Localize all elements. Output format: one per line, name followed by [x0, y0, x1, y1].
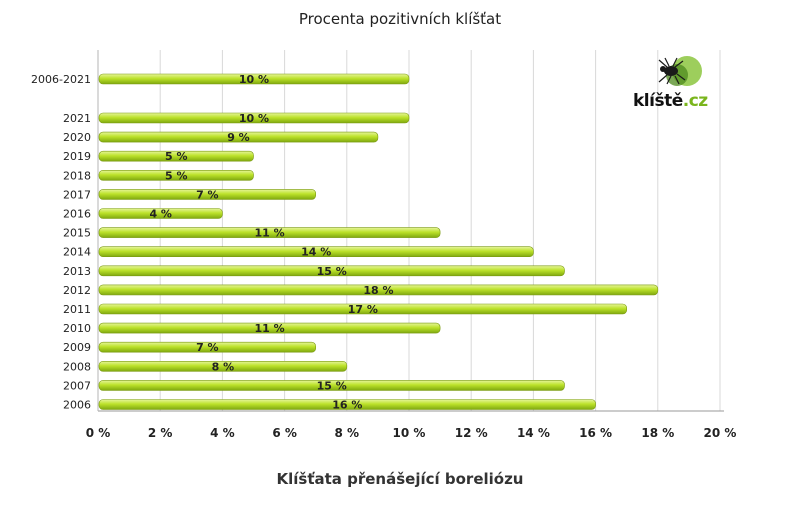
category-label: 2021 — [63, 112, 91, 125]
bar-value-label: 11 % — [254, 227, 284, 240]
bar-value-label: 15 % — [317, 379, 347, 392]
category-label: 2017 — [63, 188, 91, 201]
x-tick-label: 18 % — [641, 426, 674, 440]
x-tick-label: 20 % — [704, 426, 737, 440]
logo-suffix: .cz — [682, 91, 708, 111]
x-tick-label: 10 % — [393, 426, 426, 440]
bar-value-label: 14 % — [301, 246, 331, 259]
x-tick-label: 0 % — [86, 426, 111, 440]
kliste-logo: klíště.cz — [627, 55, 717, 113]
bar-value-label: 11 % — [254, 322, 284, 335]
category-label: 2015 — [63, 227, 91, 240]
category-label: 2016 — [63, 208, 91, 221]
chart-title: Procenta pozitivních klíšťat — [298, 10, 502, 28]
category-label: 2013 — [63, 265, 91, 278]
bar-value-label: 17 % — [348, 303, 378, 316]
category-label: 2007 — [63, 379, 91, 392]
bar — [98, 131, 379, 143]
bar — [98, 246, 534, 257]
bar-value-label: 18 % — [363, 284, 393, 297]
x-tick-label: 12 % — [455, 426, 488, 440]
x-tick-label: 8 % — [335, 426, 360, 440]
logo-name: klíště — [633, 91, 683, 111]
bar — [98, 150, 254, 162]
category-label: 2014 — [63, 246, 91, 259]
category-label: 2010 — [63, 322, 91, 335]
logo-text: klíště.cz — [633, 91, 708, 111]
bar-value-label: 8 % — [212, 360, 235, 373]
x-tick-label: 16 % — [579, 426, 612, 440]
bar — [98, 265, 565, 277]
category-label: 2008 — [63, 360, 91, 373]
category-label: 2019 — [63, 150, 91, 163]
bar-value-label: 15 % — [317, 265, 347, 278]
bar-value-label: 7 % — [196, 341, 219, 354]
bar-value-label: 5 % — [165, 169, 188, 182]
x-tick-label: 2 % — [148, 426, 173, 440]
x-tick-label: 6 % — [272, 426, 297, 440]
x-tick-label: 14 % — [517, 426, 550, 440]
bar — [98, 322, 441, 334]
bar — [98, 189, 316, 200]
bar — [98, 112, 410, 124]
bar — [98, 341, 316, 353]
category-label: 2012 — [63, 284, 91, 297]
bar-value-label: 9 % — [227, 131, 250, 144]
bar — [98, 170, 254, 181]
bar-value-label: 7 % — [196, 188, 219, 201]
bar-value-label: 4 % — [149, 208, 172, 221]
bar — [98, 399, 596, 410]
category-label: 2006 — [63, 399, 91, 412]
bar-value-label: 10 % — [239, 112, 269, 125]
category-label: 2006-2021 — [31, 73, 91, 86]
bar — [98, 208, 223, 219]
bar-value-label: 16 % — [332, 399, 362, 412]
bar — [98, 303, 628, 315]
bar-value-label: 5 % — [165, 150, 188, 163]
category-label: 2020 — [63, 131, 91, 144]
bar — [98, 73, 410, 85]
x-tick-label: 4 % — [210, 426, 235, 440]
category-label: 2009 — [63, 341, 91, 354]
chart-caption: Klíšťata přenášející boreliózu — [276, 470, 524, 488]
bar — [98, 380, 565, 391]
bar — [98, 284, 659, 296]
bar — [98, 227, 441, 238]
category-label: 2018 — [63, 169, 91, 182]
tick-icon — [658, 56, 702, 86]
bar — [98, 360, 348, 372]
category-label: 2011 — [63, 303, 91, 316]
bar-value-label: 10 % — [239, 73, 269, 86]
